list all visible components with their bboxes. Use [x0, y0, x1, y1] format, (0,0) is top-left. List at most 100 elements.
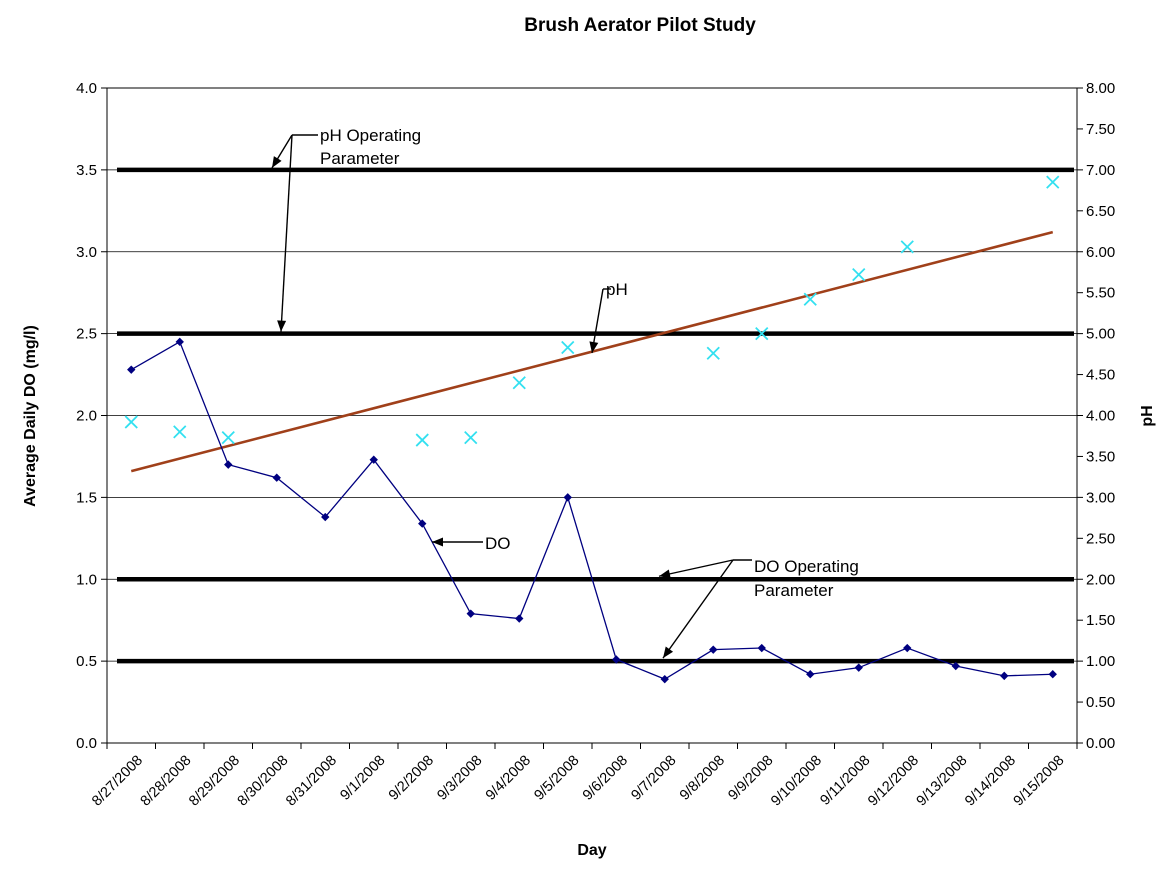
- do-point-19: [1048, 670, 1057, 679]
- do-point-0: [127, 365, 136, 374]
- x-tick-label-11: 9/7/2008: [628, 753, 679, 804]
- x-tick-label-9: 9/5/2008: [531, 753, 582, 804]
- do-point-4: [321, 512, 330, 522]
- chart-title: Brush Aerator Pilot Study: [524, 15, 756, 36]
- ph-point-0: [124, 415, 138, 429]
- arrow-ph-label: [589, 288, 604, 354]
- arrow-do-operating-lower: [662, 559, 734, 659]
- right-tick-label-5: 2.50: [1086, 530, 1115, 547]
- x-tick-label-17: 9/13/2008: [914, 753, 971, 810]
- left-axis-ticks: 0.0 0.5 1.0 1.5 2.0 2.5 3.0 3.5 4.0: [76, 80, 107, 752]
- gridlines: [107, 169, 1077, 662]
- annotation-do-operating-line2: Parameter: [754, 581, 834, 600]
- ph-point-9: [803, 292, 817, 306]
- do-point-5: [369, 455, 378, 464]
- right-tick-label-11: 5.50: [1086, 285, 1115, 302]
- ph-point-11: [900, 240, 914, 254]
- arrow-do-operating-lower-head: [663, 646, 674, 659]
- right-tick-label-2: 1.00: [1086, 653, 1115, 670]
- annotations: pH Operating Parameter pH DO DO Operatin…: [320, 126, 859, 600]
- do-point-11: [660, 674, 669, 684]
- ph-point-12: [1046, 175, 1060, 189]
- x-tick-label-18: 9/14/2008: [962, 753, 1019, 810]
- right-tick-label-14: 7.00: [1086, 162, 1115, 179]
- x-tick-label-15: 9/11/2008: [817, 753, 873, 809]
- right-tick-label-4: 2.00: [1086, 571, 1115, 588]
- ph-point-8: [755, 326, 769, 341]
- do-point-14: [806, 670, 815, 679]
- annotation-ph-operating-line1: pH Operating: [320, 126, 421, 145]
- right-tick-label-3: 1.50: [1086, 612, 1115, 629]
- do-point-8: [515, 614, 524, 623]
- do-point-16: [903, 643, 912, 653]
- do-point-15: [854, 663, 863, 672]
- do-point-18: [1000, 671, 1009, 681]
- x-tick-label-1: 8/28/2008: [138, 753, 195, 810]
- left-tick-label-2: 1.0: [76, 571, 97, 588]
- x-tick-label-19: 9/15/2008: [1011, 753, 1068, 810]
- ph-point-4: [464, 430, 478, 445]
- x-tick-label-0: 8/27/2008: [89, 753, 146, 810]
- arrow-do-label-head: [432, 537, 443, 547]
- do-point-7: [466, 609, 475, 618]
- x-tick-label-4: 8/31/2008: [283, 753, 340, 810]
- y-axis-right-label: pH: [1139, 405, 1156, 426]
- do-point-9: [563, 493, 572, 502]
- left-tick-label-1: 0.5: [76, 653, 97, 670]
- arrow-ph-operating-lower: [277, 134, 293, 332]
- annotation-do-label: DO: [485, 534, 511, 553]
- arrow-do-operating-upper-shaft: [658, 559, 734, 577]
- x-tick-label-10: 9/6/2008: [580, 753, 631, 804]
- do-point-6: [418, 519, 427, 528]
- ph-point-1: [173, 425, 187, 439]
- right-tick-label-1: 0.50: [1086, 694, 1115, 711]
- x-tick-label-14: 9/10/2008: [768, 753, 825, 810]
- do-point-1: [175, 337, 184, 347]
- ph-point-6: [561, 340, 575, 355]
- ph-point-7: [706, 346, 720, 360]
- arrow-do-operating-upper-head: [659, 569, 671, 579]
- x-tick-label-16: 9/12/2008: [865, 753, 922, 810]
- right-tick-label-9: 4.50: [1086, 367, 1115, 384]
- x-tick-label-6: 9/2/2008: [386, 753, 437, 804]
- arrow-ph-label-head: [589, 341, 599, 353]
- right-tick-label-15: 7.50: [1086, 121, 1115, 138]
- arrow-ph-operating-lower-shaft: [280, 134, 293, 332]
- left-tick-label-4: 2.0: [76, 408, 97, 425]
- right-tick-label-8: 4.00: [1086, 408, 1115, 425]
- right-axis-ticks: 0.00 0.50 1.00 1.50 2.00 2.50 3.00 3.50 4.00 4.50…: [1077, 80, 1115, 752]
- left-tick-label-8: 4.0: [76, 80, 97, 97]
- ph-point-2: [221, 430, 235, 445]
- right-tick-label-7: 3.50: [1086, 448, 1115, 465]
- left-tick-label-6: 3.0: [76, 244, 97, 261]
- right-tick-label-10: 5.00: [1086, 326, 1115, 343]
- do-point-13: [757, 643, 766, 653]
- x-axis-ticks: 8/27/20088/28/20088/29/20088/30/20088/31…: [89, 743, 1078, 810]
- x-tick-label-3: 8/30/2008: [235, 753, 292, 810]
- y-axis-left-label: Average Daily DO (mg/l): [22, 325, 39, 507]
- x-tick-label-7: 9/3/2008: [434, 753, 485, 804]
- right-tick-label-0: 0.00: [1086, 735, 1115, 752]
- left-tick-label-7: 3.5: [76, 162, 97, 179]
- arrow-ph-operating-lower-head: [277, 320, 287, 332]
- right-tick-label-16: 8.00: [1086, 80, 1115, 97]
- x-tick-label-12: 9/8/2008: [677, 753, 728, 804]
- left-tick-label-0: 0.0: [76, 735, 97, 752]
- arrow-ph-operating-upper-head: [272, 156, 282, 168]
- x-tick-label-8: 9/4/2008: [483, 753, 534, 804]
- series-ph: [124, 175, 1060, 447]
- do-point-12: [709, 645, 718, 654]
- arrow-do-operating-upper: [658, 559, 734, 579]
- x-tick-label-5: 9/1/2008: [337, 753, 388, 804]
- ph-point-5: [512, 376, 526, 390]
- ph-point-10: [852, 268, 866, 282]
- series-line-do: [130, 340, 1053, 680]
- x-axis-label: Day: [577, 842, 606, 859]
- annotation-ph-label: pH: [606, 280, 628, 299]
- right-tick-label-12: 6.00: [1086, 244, 1115, 261]
- annotation-ph-operating-line2: Parameter: [320, 149, 400, 168]
- right-tick-label-6: 3.00: [1086, 489, 1115, 506]
- do-point-10: [612, 655, 621, 664]
- do-point-2: [224, 460, 233, 469]
